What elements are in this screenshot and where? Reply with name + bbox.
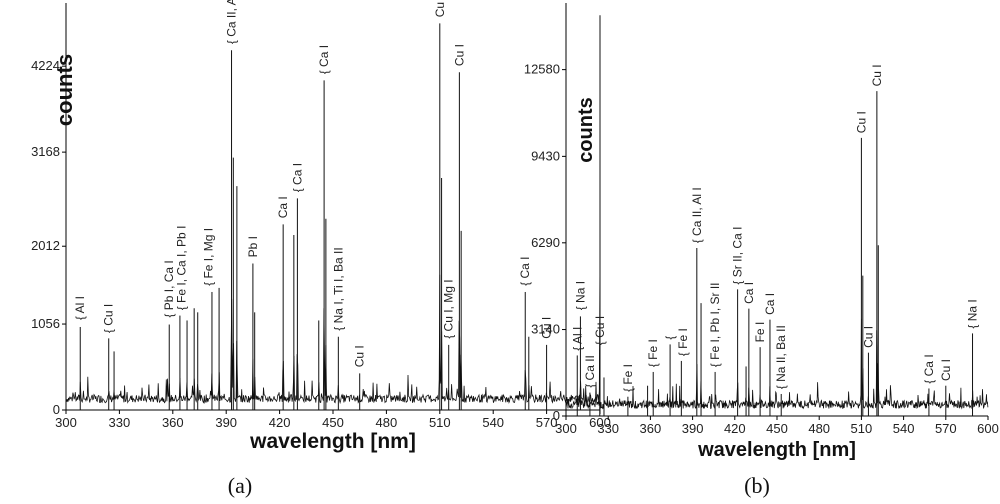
x-tick-label: 330: [109, 415, 131, 430]
peak-annotation: { Cu I: [102, 304, 116, 333]
peak-annotation: { Fe I, Mg I: [201, 228, 215, 286]
x-tick-label: 510: [429, 415, 451, 430]
y-tick-label: 12580: [524, 62, 560, 77]
peak-annotation: { Na I, Ti I, Ba II: [331, 247, 345, 330]
peak-annotation: { Fe I: [646, 339, 660, 367]
spectrum-line: [65, 274, 601, 405]
peak-annotations: { Al I{ Ca II{ Cu I{ Fe I{ Fe I{{ Fe I{ …: [570, 64, 979, 392]
peak-annotation: Fe I: [753, 322, 767, 343]
y-tick-label: 3168: [31, 144, 60, 159]
y-tick-label: 0: [553, 408, 560, 423]
peak-annotation: Ca I: [763, 293, 777, 315]
y-tick-label: 2012: [31, 238, 60, 253]
y-tick-label: 6290: [531, 235, 560, 250]
x-tick-label: 300: [55, 415, 77, 430]
peak-annotation: { Na II, Ba II: [774, 325, 788, 389]
y-axis-label: counts: [575, 97, 597, 163]
x-tick-label: 450: [766, 421, 788, 436]
peak-annotation: { Na I: [573, 281, 587, 310]
y-tick-label: 0: [53, 402, 60, 417]
panel-a: 300 330 360 390 420 450 480 510 540 570 600 0 1056 2…: [31, 0, 611, 498]
peak-annotation: { Fe I: [676, 328, 690, 356]
peak-annotation: Cu I: [452, 44, 466, 66]
x-tick-label: 540: [482, 415, 504, 430]
x-tick-label: 540: [893, 421, 915, 436]
y-tick-label: 1056: [31, 316, 60, 331]
x-tick-label: 480: [376, 415, 398, 430]
x-tick-label: 420: [269, 415, 291, 430]
x-ticks: 300 330 360 390 420 450 480 510 540 570 600: [55, 410, 611, 430]
x-tick-label: 450: [322, 415, 344, 430]
peak-annotation: Cu I: [854, 111, 868, 133]
panel-b: 300 330 360 390 420 450 480 510 540 570 600 0 3140 6…: [524, 3, 999, 498]
peak-annotation: { Pb I, Ca I: [162, 260, 176, 317]
peak-annotation: Cu I: [353, 345, 367, 367]
peak-annotation: Pb I: [246, 236, 260, 257]
peak-annotation: Cu I: [939, 359, 953, 381]
peak-annotation: Cu I: [540, 317, 554, 339]
panel-caption: (b): [744, 473, 770, 498]
peak-annotation: { Al I: [570, 327, 584, 351]
x-tick-label: 600: [977, 421, 999, 436]
y-axis-label: counts: [52, 54, 77, 126]
peak-annotation: { Al I: [73, 296, 87, 320]
spectrum-line: [565, 318, 989, 410]
peak-lines: [576, 91, 974, 416]
y-tick-label: 4224: [31, 58, 60, 73]
peak-annotation: { Sr II, Ca I: [731, 227, 745, 285]
peak-annotation: Cu I: [861, 326, 875, 348]
peak-annotation: { Ca II: [583, 355, 597, 388]
y-ticks: 0 1056 2012 3168 4224: [31, 58, 66, 417]
x-tick-label: 570: [935, 421, 957, 436]
peak-annotation: { Ca I: [317, 45, 331, 74]
peak-annotation: { Fe I: [621, 364, 635, 392]
x-axis-label: wavelength [nm]: [697, 439, 856, 461]
peak-annotation: { Ca II, Al I: [690, 187, 704, 243]
peak-annotation: {: [663, 336, 677, 340]
peak-annotation: { Na I: [966, 299, 980, 328]
x-tick-label: 330: [597, 421, 619, 436]
x-tick-label: 420: [724, 421, 746, 436]
peak-annotations: { Al I { Cu I { Pb I, Ca I{ Fe I, Ca I, Pb…: [73, 0, 587, 367]
peak-annotation: { Fe I, Ca I, Pb I: [175, 226, 189, 311]
x-tick-label: 300: [555, 421, 577, 436]
peak-annotation: { Ca I: [290, 163, 304, 192]
x-tick-label: 360: [162, 415, 184, 430]
x-ticks: 300 330 360 390 420 450 480 510 540 570 600: [555, 416, 999, 436]
peak-annotation: { Cu I, Mg I: [442, 279, 456, 338]
peak-annotation: { Ca I: [518, 257, 532, 286]
peak-annotation: Ca I: [742, 282, 756, 304]
x-tick-label: 390: [215, 415, 237, 430]
x-tick-label: 360: [640, 421, 662, 436]
peak-lines: [79, 15, 601, 410]
x-tick-label: 390: [682, 421, 704, 436]
x-axis-label: wavelength [nm]: [249, 430, 416, 453]
peak-annotation: { Cu I: [593, 316, 607, 345]
peak-annotation: Ca I: [276, 196, 290, 218]
x-tick-label: 570: [536, 415, 558, 430]
peak-annotation: { Ca II, Al I: [225, 0, 239, 44]
peak-annotation: { Ca I: [922, 354, 936, 383]
x-tick-label: 600: [589, 415, 611, 430]
peak-annotation: { Fe I, Pb I, Sr II: [708, 282, 722, 367]
peak-annotation: Cu I: [870, 64, 884, 86]
y-tick-label: 9430: [531, 148, 560, 163]
x-tick-label: 510: [851, 421, 873, 436]
peak-annotation: Cu I: [433, 0, 447, 17]
y-ticks: 0 3140 6290 9430 12580: [524, 62, 566, 423]
x-tick-label: 480: [808, 421, 830, 436]
panel-caption: (a): [228, 473, 252, 498]
y-tick-label: 3140: [531, 322, 560, 337]
